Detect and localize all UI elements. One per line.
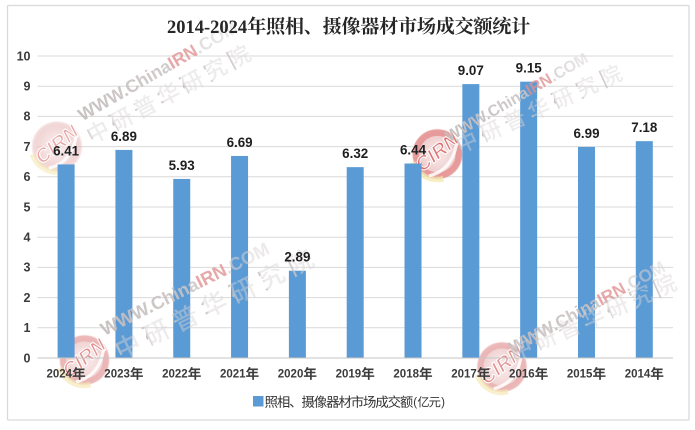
svg-text:3: 3 [24,261,31,275]
svg-text:(: ( [413,397,417,409]
svg-text:2016: 2016 [509,369,535,381]
svg-text:9.15: 9.15 [516,61,543,76]
svg-text:5: 5 [24,200,31,214]
svg-text:6.41: 6.41 [53,143,80,158]
svg-text:2018: 2018 [393,369,419,381]
svg-text:2.89: 2.89 [284,250,310,265]
svg-text:6: 6 [24,170,31,184]
svg-text:6.44: 6.44 [400,143,427,158]
svg-text:6.99: 6.99 [573,126,599,141]
svg-text:9: 9 [24,80,31,94]
svg-text:1: 1 [24,321,31,335]
svg-text:6.32: 6.32 [342,146,368,161]
svg-text:2020: 2020 [278,369,304,381]
svg-text:7.18: 7.18 [631,120,658,135]
svg-text:2021: 2021 [220,369,246,381]
svg-text:7: 7 [24,140,31,154]
svg-text:9.07: 9.07 [458,63,484,78]
svg-text:0: 0 [24,351,31,365]
svg-text:5.93: 5.93 [169,158,195,173]
svg-text:2014: 2014 [625,369,651,381]
svg-text:2015: 2015 [567,369,593,381]
svg-text:4: 4 [24,231,31,245]
svg-text:2024: 2024 [46,369,72,381]
svg-text:2014-2024: 2014-2024 [167,18,247,38]
svg-text:2023: 2023 [104,369,130,381]
svg-text:): ) [441,397,445,409]
svg-text:2017: 2017 [451,369,477,381]
svg-text:2022: 2022 [162,369,188,381]
svg-text:2019: 2019 [336,369,362,381]
svg-text:8: 8 [24,110,31,124]
svg-text:6.89: 6.89 [111,129,137,144]
svg-text:2: 2 [24,291,31,305]
svg-text:10: 10 [17,49,31,63]
svg-text:6.69: 6.69 [227,135,253,150]
